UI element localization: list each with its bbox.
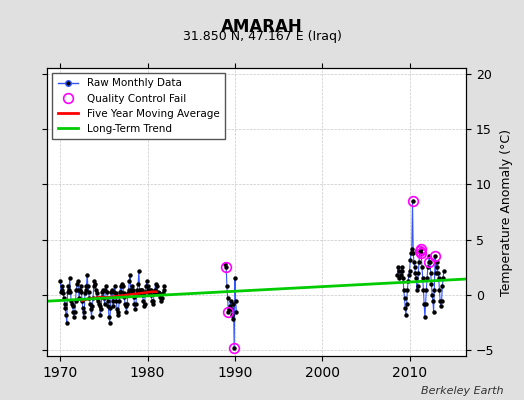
Legend: Raw Monthly Data, Quality Control Fail, Five Year Moving Average, Long-Term Tren: Raw Monthly Data, Quality Control Fail, … <box>52 73 225 139</box>
Text: Berkeley Earth: Berkeley Earth <box>421 386 503 396</box>
Text: 31.850 N, 47.167 E (Iraq): 31.850 N, 47.167 E (Iraq) <box>182 30 342 43</box>
Y-axis label: Temperature Anomaly (°C): Temperature Anomaly (°C) <box>500 128 513 296</box>
Text: AMARAH: AMARAH <box>221 18 303 36</box>
